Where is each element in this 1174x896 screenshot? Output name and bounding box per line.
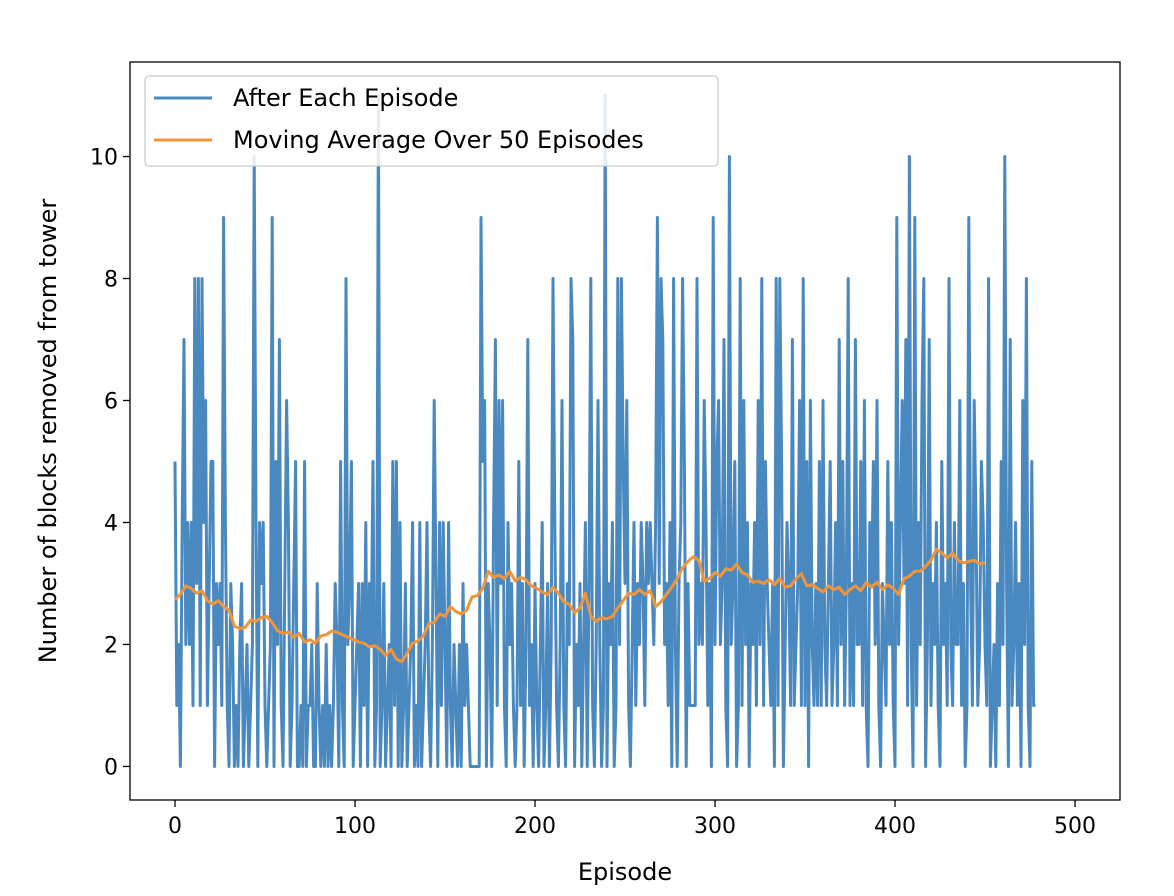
legend-box (144, 75, 719, 167)
x-axis-label: Episode (578, 858, 672, 886)
y-tick-label: 2 (104, 633, 118, 658)
y-tick-label: 4 (104, 511, 118, 536)
x-tick-label: 100 (334, 814, 376, 839)
legend: After Each Episode Moving Average Over 5… (144, 75, 719, 167)
series-line-moving-average (173, 547, 986, 664)
plot-frame (129, 61, 1121, 801)
x-tick-label: 500 (1054, 814, 1096, 839)
legend-label-after-each-episode: After Each Episode (233, 84, 458, 112)
y-tick-label: 10 (90, 146, 118, 171)
x-tick-label: 200 (514, 814, 556, 839)
x-tick-label: 300 (694, 814, 736, 839)
y-tick-label: 0 (104, 755, 118, 780)
x-tick-label: 400 (874, 814, 916, 839)
x-axis: 0 100 200 300 400 500 (168, 800, 1096, 839)
series-line-after-each-episode (173, 94, 1036, 768)
legend-label-moving-average: Moving Average Over 50 Episodes (233, 126, 644, 154)
y-axis-label: Number of blocks removed from tower (34, 199, 62, 664)
x-tick-label: 0 (168, 814, 182, 839)
y-tick-label: 6 (104, 390, 118, 415)
y-tick-label: 8 (104, 268, 118, 293)
plot-lines (173, 94, 1036, 768)
y-axis: 0 2 4 6 8 10 (90, 146, 130, 780)
